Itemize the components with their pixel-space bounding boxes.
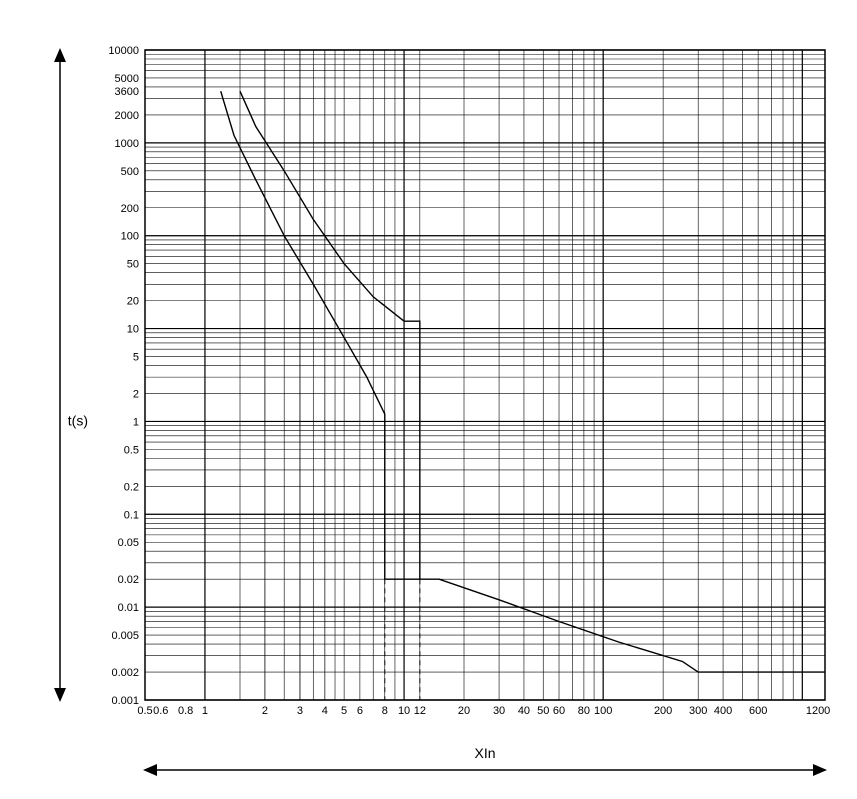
chart-container: 0.50.60.81234568101220304050608010020030… [0, 0, 857, 799]
y-tick-label: 50 [127, 259, 139, 271]
y-tick-label: 1 [133, 416, 139, 428]
y-tick-label: 0.05 [118, 537, 139, 549]
x-tick-label: 200 [654, 705, 672, 717]
y-tick-label: 20 [127, 296, 139, 308]
y-tick-label: 0.005 [111, 630, 139, 642]
y-tick-label: 0.002 [111, 667, 139, 679]
x-tick-label: 5 [341, 705, 347, 717]
x-tick-label: 100 [594, 705, 612, 717]
x-tick-label: 0.8 [178, 705, 193, 717]
x-tick-label: 20 [458, 705, 470, 717]
x-tick-label: 3 [297, 705, 303, 717]
x-tick-label: 1 [202, 705, 208, 717]
x-tick-label: 300 [689, 705, 707, 717]
y-tick-label: 10 [127, 324, 139, 336]
x-tick-label: 8 [382, 705, 388, 717]
x-tick-label: 0.5 [137, 705, 152, 717]
x-tick-label: 60 [553, 705, 565, 717]
x-axis-label: XIn [474, 745, 495, 761]
y-tick-label: 3600 [115, 86, 139, 98]
y-tick-label: 0.2 [124, 481, 139, 493]
y-axis-label: t(s) [68, 412, 88, 428]
y-tick-label: 5 [133, 352, 139, 364]
x-tick-label: 1200 [806, 705, 830, 717]
y-tick-label: 0.01 [118, 602, 139, 614]
y-tick-label: 2000 [115, 110, 139, 122]
y-tick-label: 500 [121, 166, 139, 178]
y-tick-label: 200 [121, 203, 139, 215]
x-tick-label: 50 [537, 705, 549, 717]
y-tick-label: 2 [133, 388, 139, 400]
y-tick-label: 1000 [115, 138, 139, 150]
x-tick-label: 12 [414, 705, 426, 717]
y-tick-label: 5000 [115, 73, 139, 85]
y-tick-label: 0.001 [111, 695, 139, 707]
y-tick-label: 100 [121, 231, 139, 243]
x-tick-label: 30 [493, 705, 505, 717]
x-tick-label: 4 [322, 705, 328, 717]
x-tick-label: 6 [357, 705, 363, 717]
y-tick-label: 0.1 [124, 509, 139, 521]
x-tick-label: 400 [714, 705, 732, 717]
x-tick-label: 80 [578, 705, 590, 717]
y-tick-label: 0.02 [118, 574, 139, 586]
x-tick-label: 600 [749, 705, 767, 717]
trip-curve-chart: 0.50.60.81234568101220304050608010020030… [0, 0, 857, 799]
x-tick-label: 2 [262, 705, 268, 717]
y-tick-label: 0.5 [124, 444, 139, 456]
y-tick-label: 10000 [108, 45, 139, 57]
x-tick-label: 10 [398, 705, 410, 717]
x-tick-label: 0.6 [153, 705, 168, 717]
x-tick-label: 40 [518, 705, 530, 717]
